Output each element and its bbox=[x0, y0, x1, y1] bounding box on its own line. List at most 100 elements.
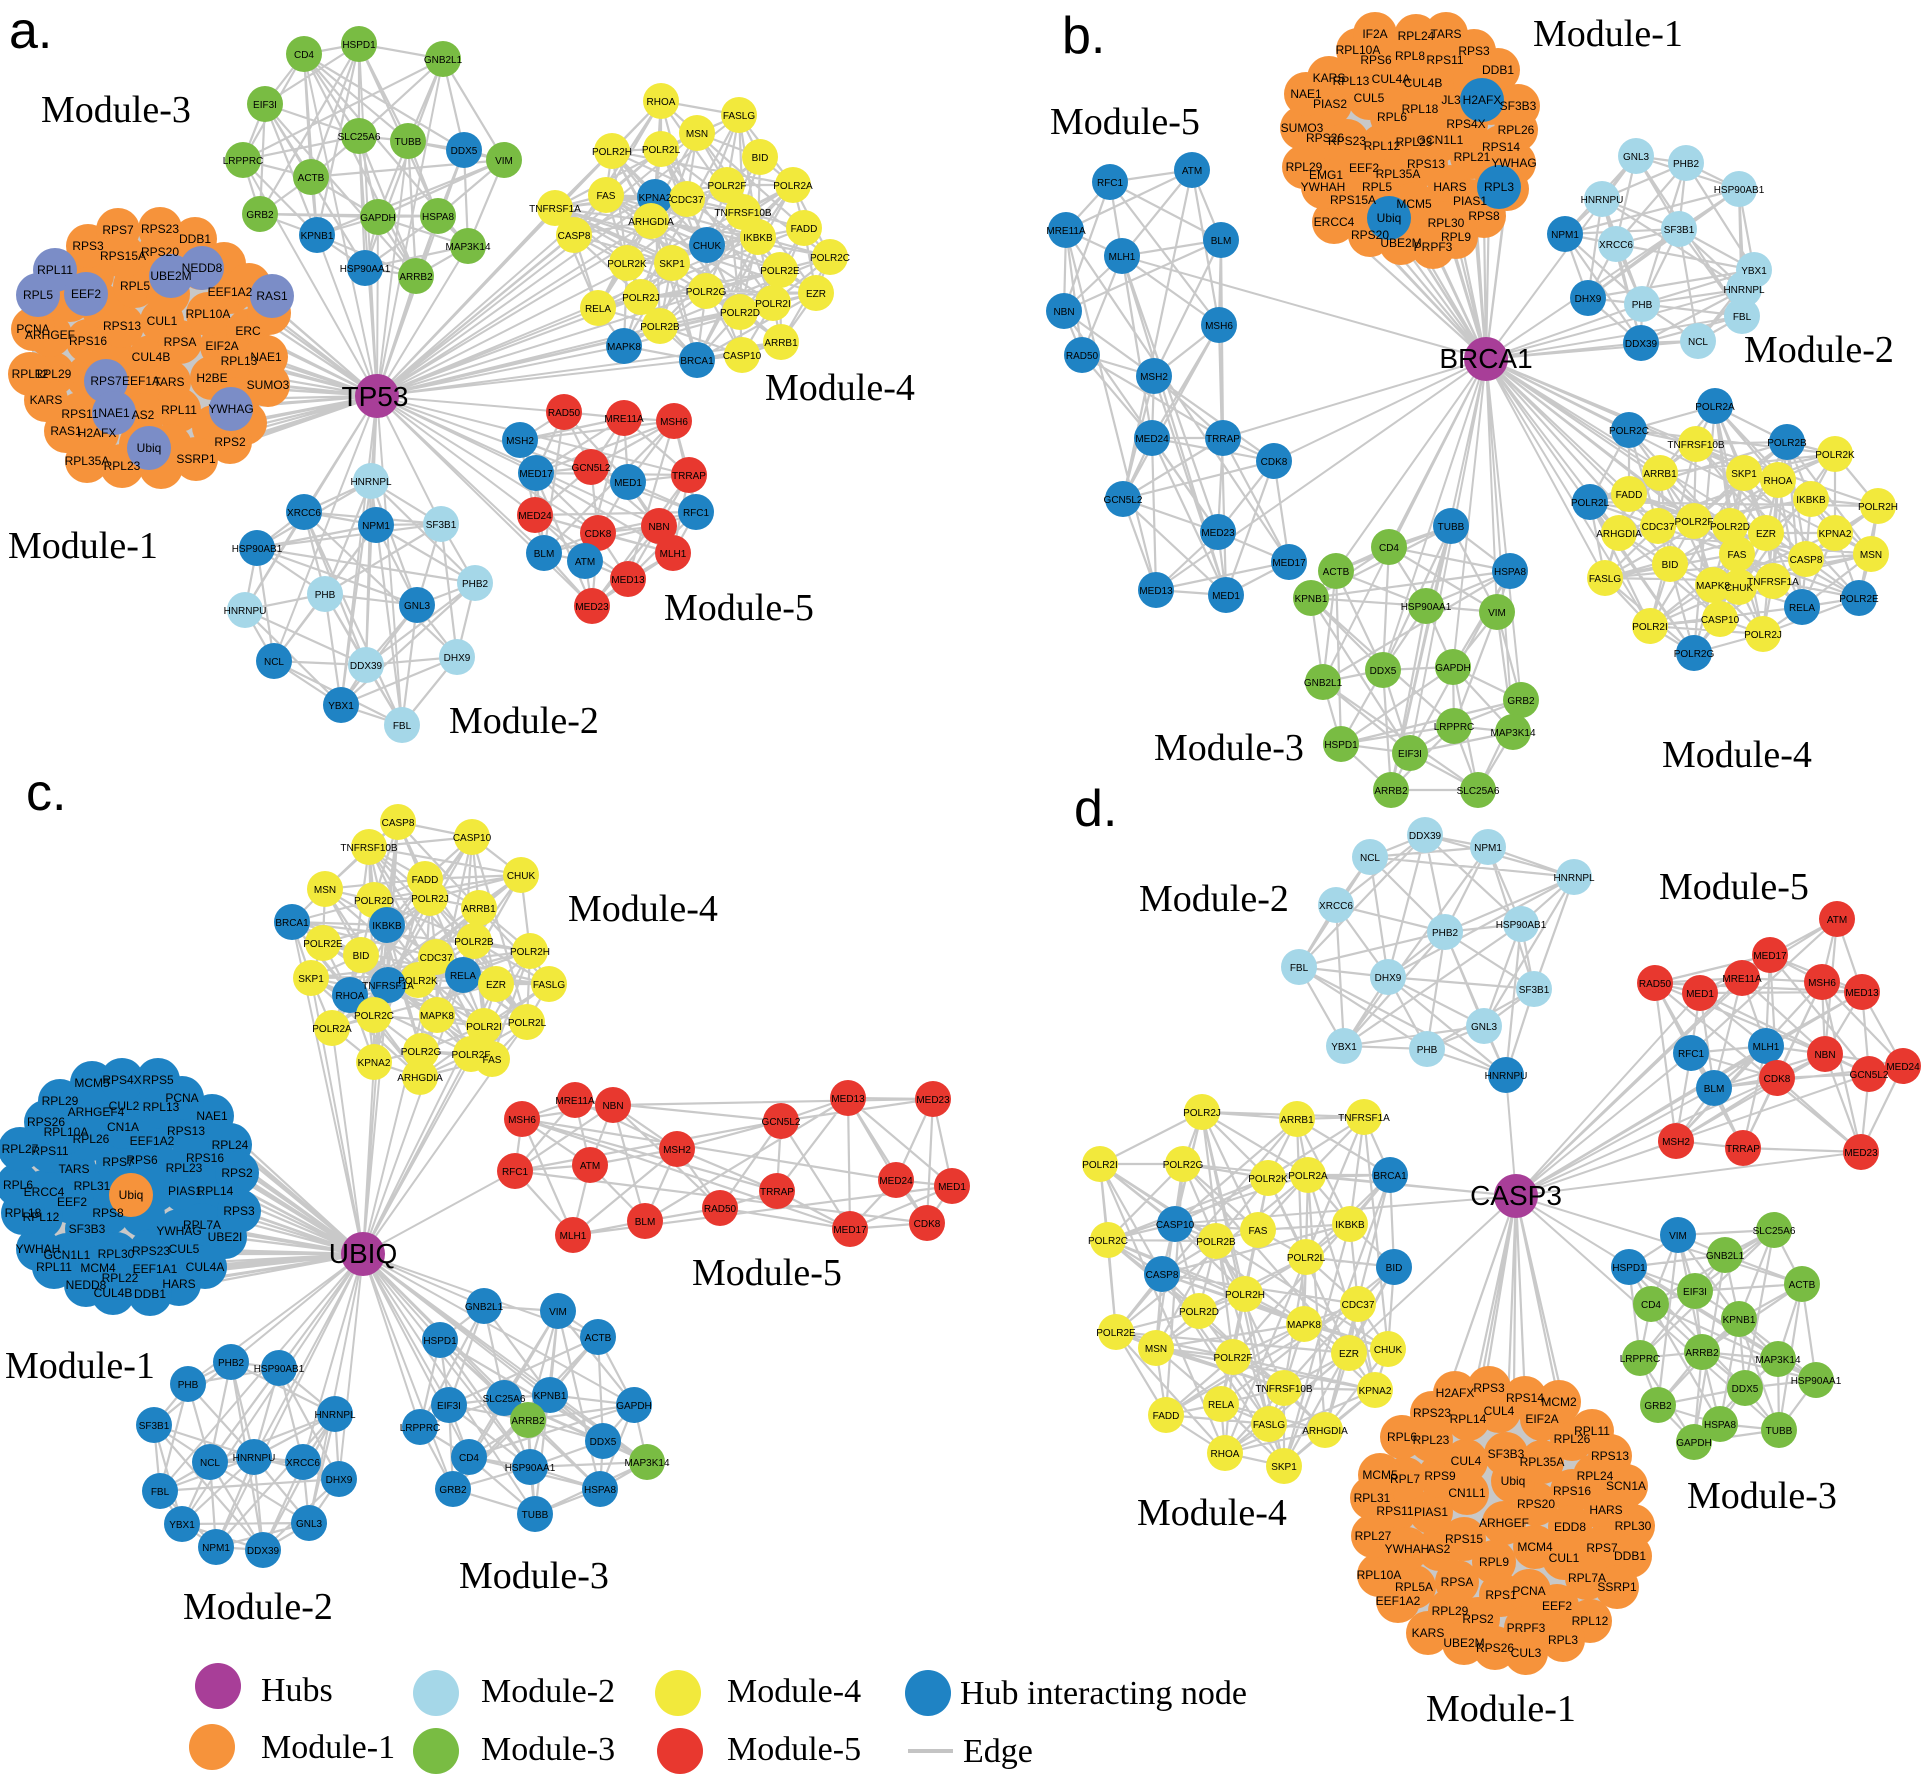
svg-text:KPNA2: KPNA2 bbox=[1359, 1386, 1392, 1397]
svg-text:TARS: TARS bbox=[58, 1162, 89, 1176]
svg-text:POLR2J: POLR2J bbox=[411, 894, 449, 905]
svg-text:TRRAP: TRRAP bbox=[672, 471, 706, 482]
svg-text:Module-1: Module-1 bbox=[8, 525, 158, 567]
svg-text:BRCA1: BRCA1 bbox=[680, 356, 714, 367]
svg-text:RPL3: RPL3 bbox=[1548, 1633, 1578, 1647]
svg-text:RPL22: RPL22 bbox=[102, 1271, 139, 1285]
svg-text:RAS1: RAS1 bbox=[50, 424, 82, 438]
svg-text:Module-2: Module-2 bbox=[481, 1673, 615, 1710]
svg-text:MAP3K14: MAP3K14 bbox=[1755, 1355, 1800, 1366]
svg-text:YBX1: YBX1 bbox=[328, 701, 354, 712]
svg-text:RELA: RELA bbox=[1208, 1400, 1234, 1411]
svg-text:GNB2L1: GNB2L1 bbox=[1706, 1251, 1745, 1262]
svg-text:SUMO3: SUMO3 bbox=[1281, 121, 1324, 135]
svg-text:MED17: MED17 bbox=[1753, 951, 1787, 962]
svg-text:TUBB: TUBB bbox=[1766, 1426, 1793, 1437]
svg-text:DDX39: DDX39 bbox=[247, 1546, 280, 1557]
svg-text:POLR2H: POLR2H bbox=[1858, 502, 1898, 513]
svg-text:RPL23: RPL23 bbox=[104, 459, 141, 473]
svg-text:LRPPRC: LRPPRC bbox=[400, 1423, 441, 1434]
svg-text:BID: BID bbox=[752, 153, 769, 164]
svg-text:PCNA: PCNA bbox=[16, 322, 49, 336]
svg-text:GCN1L1: GCN1L1 bbox=[44, 1248, 91, 1262]
svg-text:CASP8: CASP8 bbox=[382, 818, 415, 829]
svg-text:PHB: PHB bbox=[315, 590, 336, 601]
svg-text:MAPK8: MAPK8 bbox=[607, 342, 641, 353]
svg-text:EZR: EZR bbox=[1339, 1349, 1359, 1360]
svg-text:POLR2E: POLR2E bbox=[1096, 1328, 1136, 1339]
svg-text:VIM: VIM bbox=[495, 156, 513, 167]
svg-text:MCM5: MCM5 bbox=[74, 1076, 110, 1090]
svg-text:KPNA2: KPNA2 bbox=[1819, 529, 1852, 540]
svg-text:POLR2J: POLR2J bbox=[622, 293, 660, 304]
svg-text:ARRB1: ARRB1 bbox=[462, 904, 496, 915]
svg-text:HARS: HARS bbox=[162, 1277, 195, 1291]
svg-text:RPS15: RPS15 bbox=[1445, 1532, 1483, 1546]
svg-text:ATM: ATM bbox=[580, 1161, 600, 1172]
svg-text:KPNB1: KPNB1 bbox=[1295, 594, 1328, 605]
svg-text:SSRP1: SSRP1 bbox=[176, 452, 216, 466]
svg-text:MSH2: MSH2 bbox=[506, 436, 534, 447]
svg-text:CUL4A: CUL4A bbox=[186, 1260, 225, 1274]
svg-text:RPL3: RPL3 bbox=[1484, 180, 1514, 194]
svg-text:CDK8: CDK8 bbox=[1764, 1074, 1791, 1085]
svg-text:KPNA2: KPNA2 bbox=[639, 193, 672, 204]
svg-text:DDX39: DDX39 bbox=[1625, 339, 1658, 350]
svg-text:HSPD1: HSPD1 bbox=[423, 1336, 457, 1347]
svg-text:MAPK8: MAPK8 bbox=[420, 1011, 454, 1022]
svg-text:HSPA8: HSPA8 bbox=[1704, 1420, 1736, 1431]
svg-text:GAPDH: GAPDH bbox=[360, 213, 396, 224]
svg-text:FASLG: FASLG bbox=[1589, 574, 1621, 585]
svg-text:FADD: FADD bbox=[1616, 490, 1643, 501]
svg-text:Module-4: Module-4 bbox=[1662, 734, 1812, 776]
svg-text:MED13: MED13 bbox=[1845, 988, 1879, 999]
svg-text:RPS26: RPS26 bbox=[1476, 1641, 1514, 1655]
svg-text:ACTB: ACTB bbox=[1789, 1280, 1816, 1291]
svg-text:RPS15A: RPS15A bbox=[100, 249, 146, 263]
svg-text:NAE1: NAE1 bbox=[196, 1109, 228, 1123]
svg-text:POLR2E: POLR2E bbox=[303, 939, 343, 950]
svg-text:CUL1: CUL1 bbox=[1549, 1551, 1580, 1565]
svg-text:HSP90AA1: HSP90AA1 bbox=[1791, 1376, 1842, 1387]
svg-text:POLR2K: POLR2K bbox=[1248, 1174, 1288, 1185]
svg-text:MAP3K14: MAP3K14 bbox=[1490, 728, 1535, 739]
svg-text:NCL: NCL bbox=[1688, 337, 1708, 348]
svg-text:MRE11A: MRE11A bbox=[1046, 226, 1086, 237]
svg-text:SF3B1: SF3B1 bbox=[1664, 225, 1695, 236]
svg-text:RPL24: RPL24 bbox=[1577, 1469, 1614, 1483]
svg-text:TNFRSF10B: TNFRSF10B bbox=[714, 208, 772, 219]
svg-text:NPM1: NPM1 bbox=[1474, 843, 1502, 854]
svg-text:UBE2M: UBE2M bbox=[1443, 1636, 1484, 1650]
svg-text:UBE2M: UBE2M bbox=[1380, 236, 1421, 250]
svg-text:GAPDH: GAPDH bbox=[616, 1401, 652, 1412]
svg-text:RFC1: RFC1 bbox=[683, 508, 710, 519]
svg-text:CUL5: CUL5 bbox=[169, 1242, 200, 1256]
svg-text:RFC1: RFC1 bbox=[502, 1167, 529, 1178]
svg-text:MSH6: MSH6 bbox=[660, 417, 688, 428]
svg-text:DDX5: DDX5 bbox=[590, 1437, 617, 1448]
svg-text:RPL29: RPL29 bbox=[1286, 160, 1323, 174]
svg-text:YWHAG: YWHAG bbox=[1491, 156, 1536, 170]
svg-text:TNFRSF10B: TNFRSF10B bbox=[340, 843, 398, 854]
svg-text:CASP8: CASP8 bbox=[1146, 1270, 1179, 1281]
svg-text:Hubs: Hubs bbox=[261, 1672, 333, 1709]
svg-text:SUMO3: SUMO3 bbox=[247, 378, 290, 392]
svg-text:AS2: AS2 bbox=[132, 408, 155, 422]
svg-text:NBN: NBN bbox=[1814, 1050, 1835, 1061]
svg-text:ARRB2: ARRB2 bbox=[1374, 786, 1408, 797]
svg-text:RHOA: RHOA bbox=[647, 97, 676, 108]
svg-text:RPL29: RPL29 bbox=[35, 367, 72, 381]
svg-text:HSP90AB1: HSP90AB1 bbox=[1714, 185, 1765, 196]
svg-text:NBN: NBN bbox=[602, 1101, 623, 1112]
svg-text:EIF3I: EIF3I bbox=[1683, 1287, 1707, 1298]
svg-text:ACTB: ACTB bbox=[585, 1333, 612, 1344]
svg-text:CUL2: CUL2 bbox=[109, 1099, 140, 1113]
svg-text:Module-1: Module-1 bbox=[1533, 13, 1683, 55]
svg-text:YWHAH: YWHAH bbox=[1385, 1542, 1430, 1556]
svg-text:DDX5: DDX5 bbox=[1732, 1384, 1759, 1395]
svg-text:MLH1: MLH1 bbox=[1109, 252, 1136, 263]
svg-text:AS2: AS2 bbox=[1428, 1542, 1451, 1556]
svg-text:SKP1: SKP1 bbox=[298, 974, 324, 985]
svg-text:TARS: TARS bbox=[1430, 27, 1461, 41]
svg-text:RPS20: RPS20 bbox=[1351, 228, 1389, 242]
